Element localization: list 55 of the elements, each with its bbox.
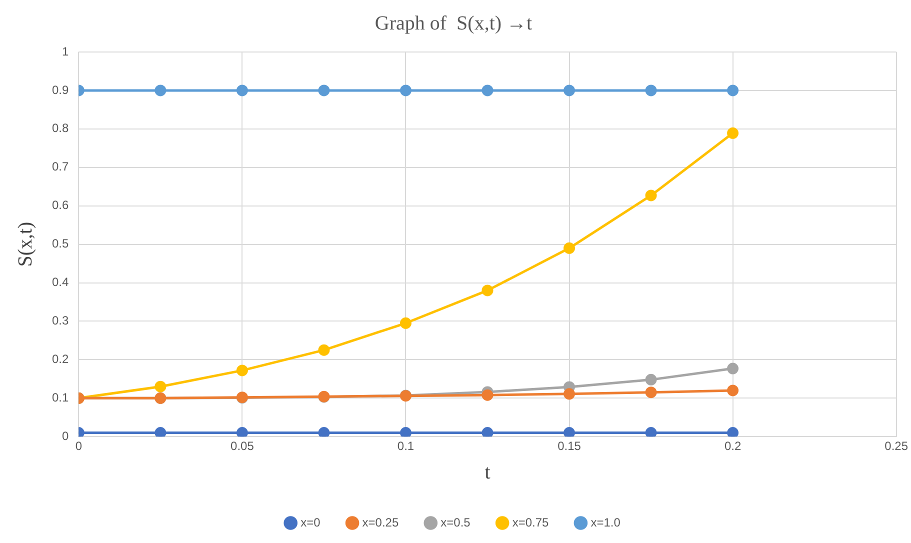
x-tick-label: 0.05 bbox=[230, 439, 254, 454]
y-tick-label: 0.8 bbox=[52, 121, 69, 136]
legend-label: x=0.5 bbox=[440, 515, 471, 530]
point bbox=[727, 84, 739, 96]
legend-label: x=0.25 bbox=[362, 515, 399, 530]
point bbox=[564, 388, 576, 400]
point bbox=[236, 84, 248, 96]
y-tick-label: 1 bbox=[62, 44, 69, 58]
point bbox=[727, 384, 739, 396]
point bbox=[400, 84, 412, 96]
y-tick-label: 0 bbox=[62, 428, 69, 443]
y-tick-label: 0.4 bbox=[52, 275, 69, 290]
y-tick-label: 0.3 bbox=[52, 314, 69, 328]
point bbox=[564, 242, 576, 254]
point bbox=[482, 284, 494, 296]
chart-title: Graph of S(x,t) →t bbox=[374, 12, 533, 34]
point bbox=[564, 84, 576, 96]
y-tick-label: 0.6 bbox=[52, 198, 69, 212]
x-tick-label: 0.1 bbox=[397, 439, 414, 454]
y-axis-title: S(x,t) bbox=[14, 222, 36, 267]
legend-label: x=1.0 bbox=[590, 515, 621, 530]
point bbox=[727, 427, 739, 437]
point bbox=[727, 127, 739, 139]
point bbox=[482, 389, 494, 401]
point bbox=[236, 364, 248, 376]
point bbox=[318, 344, 330, 356]
y-tick-label: 0.5 bbox=[52, 236, 69, 251]
point bbox=[236, 427, 248, 437]
point bbox=[564, 427, 576, 437]
x-tick-label: 0.25 bbox=[884, 439, 908, 454]
x-axis-title: t bbox=[484, 461, 491, 484]
point bbox=[400, 427, 412, 437]
point bbox=[318, 427, 330, 437]
point bbox=[727, 362, 739, 374]
point bbox=[645, 427, 657, 437]
point bbox=[400, 317, 412, 329]
y-tick-label: 0.7 bbox=[52, 160, 69, 174]
point bbox=[645, 386, 657, 398]
point bbox=[154, 427, 166, 437]
x-tick-label: 0.15 bbox=[558, 439, 582, 454]
point bbox=[482, 427, 494, 437]
point bbox=[482, 84, 494, 96]
y-tick-label: 0.9 bbox=[52, 82, 69, 97]
legend-label: x=0.75 bbox=[512, 515, 550, 530]
y-tick-label: 0.1 bbox=[52, 390, 69, 404]
x-tick-label: 0 bbox=[75, 439, 82, 454]
legend-label: x=0 bbox=[300, 515, 321, 530]
point bbox=[645, 84, 657, 96]
y-tick-label: 0.2 bbox=[52, 352, 69, 366]
point bbox=[318, 84, 330, 96]
point bbox=[154, 380, 166, 392]
point bbox=[154, 84, 166, 96]
point bbox=[645, 374, 657, 386]
point bbox=[645, 190, 657, 202]
x-tick-label: 0.2 bbox=[724, 439, 742, 454]
